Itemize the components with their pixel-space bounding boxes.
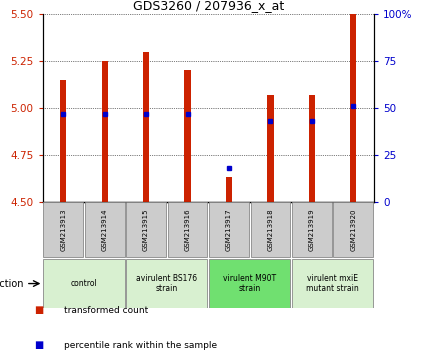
Text: GSM213916: GSM213916 <box>184 208 190 251</box>
Text: GSM213918: GSM213918 <box>267 208 273 251</box>
Bar <box>267 95 274 202</box>
Text: transformed count: transformed count <box>64 306 148 315</box>
Bar <box>143 52 149 202</box>
Bar <box>126 259 207 308</box>
Bar <box>43 259 125 308</box>
Bar <box>309 95 315 202</box>
Bar <box>60 80 66 202</box>
Text: GSM213915: GSM213915 <box>143 208 149 251</box>
Bar <box>43 202 83 257</box>
Bar <box>292 259 373 308</box>
Bar <box>167 202 207 257</box>
Bar <box>209 259 290 308</box>
Text: GSM213917: GSM213917 <box>226 208 232 251</box>
Bar <box>250 202 290 257</box>
Text: virulent mxiE
mutant strain: virulent mxiE mutant strain <box>306 274 359 293</box>
Bar <box>126 202 166 257</box>
Text: GSM213919: GSM213919 <box>309 208 315 251</box>
Bar <box>85 202 125 257</box>
Text: GSM213920: GSM213920 <box>350 208 356 251</box>
Text: percentile rank within the sample: percentile rank within the sample <box>64 342 217 350</box>
Text: ■: ■ <box>34 305 43 315</box>
Text: virulent M90T
strain: virulent M90T strain <box>223 274 276 293</box>
Bar <box>184 70 191 202</box>
Bar <box>226 177 232 202</box>
Bar <box>209 202 249 257</box>
Text: ■: ■ <box>34 341 43 350</box>
Title: GDS3260 / 207936_x_at: GDS3260 / 207936_x_at <box>133 0 284 12</box>
Bar <box>102 61 108 202</box>
Bar <box>333 202 373 257</box>
Text: control: control <box>71 279 97 288</box>
Text: infection: infection <box>0 279 24 289</box>
Text: GSM213913: GSM213913 <box>60 208 66 251</box>
Bar <box>292 202 332 257</box>
Text: avirulent BS176
strain: avirulent BS176 strain <box>136 274 197 293</box>
Bar <box>350 14 357 202</box>
Text: GSM213914: GSM213914 <box>102 208 108 251</box>
